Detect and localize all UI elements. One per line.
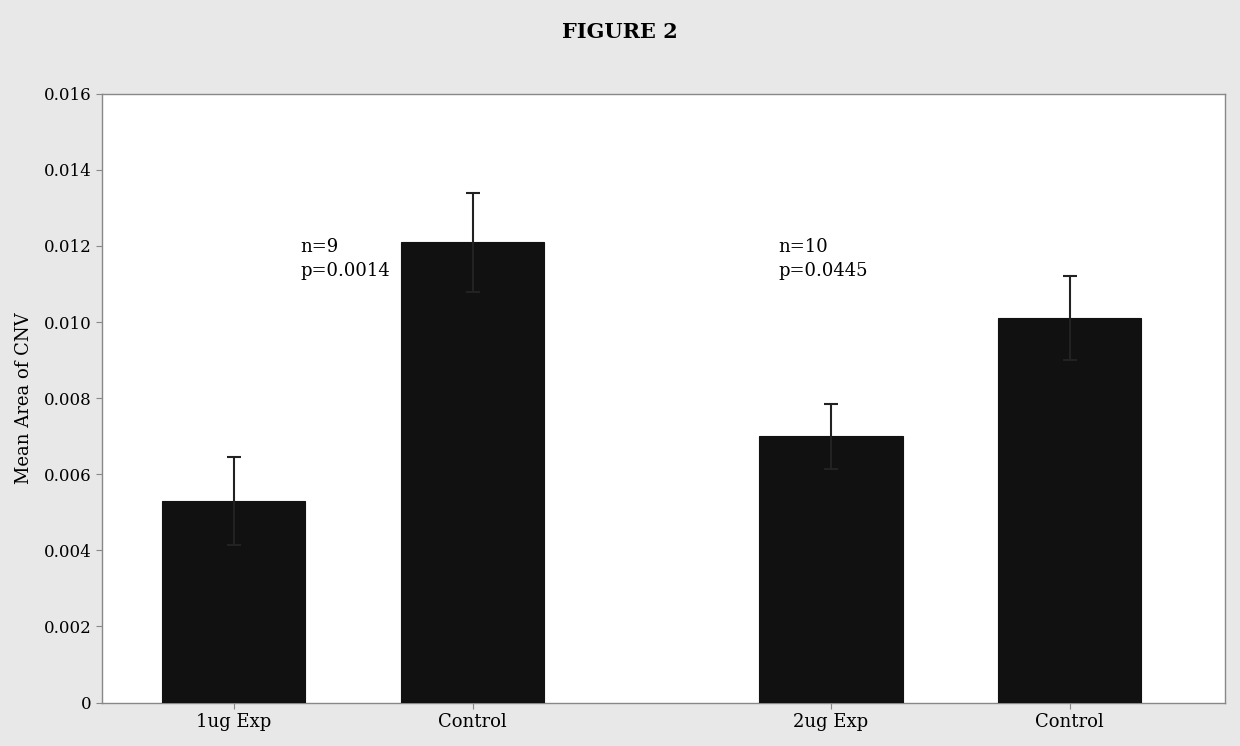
Text: n=9
p=0.0014: n=9 p=0.0014	[300, 239, 391, 280]
Bar	[401, 242, 544, 703]
Bar	[759, 436, 903, 703]
Text: FIGURE 2: FIGURE 2	[562, 22, 678, 43]
Bar	[998, 319, 1141, 703]
Y-axis label: Mean Area of CNV: Mean Area of CNV	[15, 313, 33, 484]
Text: n=10
p=0.0445: n=10 p=0.0445	[779, 239, 868, 280]
Bar	[162, 501, 305, 703]
